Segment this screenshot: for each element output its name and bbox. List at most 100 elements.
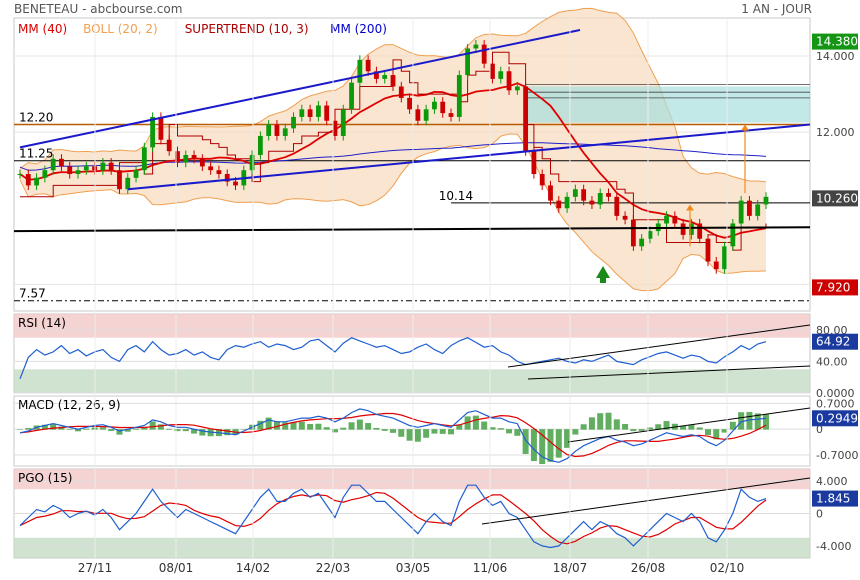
candle-body <box>349 82 354 110</box>
macd-hist-bar <box>655 424 662 430</box>
candle-body <box>216 170 222 175</box>
candle-body <box>398 86 404 98</box>
oversold-zone-1 <box>14 369 810 393</box>
macd-hist-bar <box>729 421 736 430</box>
macd-hist-bar <box>290 421 297 430</box>
macd-hist-bar <box>41 424 48 430</box>
candle-body <box>357 59 363 83</box>
candle-body <box>150 116 156 148</box>
candle-body <box>50 158 56 171</box>
osc-trendline-1-0 <box>507 324 811 368</box>
macd-hist-bar <box>390 429 396 433</box>
candle-body <box>266 124 272 136</box>
macd-hist-bar <box>224 429 231 436</box>
macd-hist-bar <box>547 429 554 462</box>
osc-y-tick-2-2: -0.7000 <box>816 449 858 462</box>
candle-body <box>689 223 694 235</box>
channel-upper-line <box>19 29 581 149</box>
candle-body <box>374 71 379 79</box>
target-arrow-head-1 <box>741 124 749 131</box>
x-tick-label-0: 27/11 <box>78 561 113 575</box>
candle-body <box>158 116 164 140</box>
candle-body <box>622 215 628 220</box>
osc-title-3: PGO (15) <box>18 471 72 485</box>
tag-low: 7.920 <box>816 280 850 294</box>
candle-body <box>307 109 313 117</box>
candle-body <box>490 63 495 79</box>
osc-y-tick-1-1: 40.00 <box>816 355 848 368</box>
price-y-tick-1: 12.000 <box>816 126 855 139</box>
osc-signal-line-3 <box>19 491 767 545</box>
price-legend-1: BOLL (20, 2) <box>83 22 158 36</box>
candle-body <box>713 261 719 270</box>
macd-hist-bar <box>25 428 32 430</box>
osc-signal-line-2 <box>19 412 767 458</box>
candle-body <box>332 120 338 136</box>
x-tick-label-4: 03/05 <box>396 561 431 575</box>
macd-hist-bar <box>282 422 289 430</box>
candle-body <box>498 71 504 79</box>
candle-body <box>556 200 562 209</box>
macd-hist-bar <box>572 429 579 435</box>
x-tick-label-7: 26/08 <box>631 561 666 575</box>
macd-hist-bar <box>191 429 198 434</box>
macd-hist-bar <box>431 429 438 434</box>
candle-body <box>257 135 263 155</box>
macd-hist-bar <box>588 417 595 430</box>
macd-hist-bar <box>166 428 173 430</box>
chart-header: BENETEAU - abcbourse.com 1 AN - JOUR <box>0 0 860 18</box>
candle-body <box>639 238 645 247</box>
macd-hist-bar <box>597 413 604 430</box>
macd-hist-bar <box>174 429 181 432</box>
bollinger-lower <box>19 133 767 292</box>
macd-hist-bar <box>323 427 330 430</box>
candle-body <box>738 200 744 224</box>
level-label-2: 10.14 <box>439 189 473 203</box>
level-label-1: 11.25 <box>19 147 53 161</box>
candle-body <box>191 154 197 159</box>
candle-body <box>108 162 114 171</box>
candle-body <box>199 158 205 167</box>
macd-hist-bar <box>406 429 413 441</box>
macd-hist-bar <box>365 423 372 430</box>
candle-body <box>730 223 736 247</box>
candle-body <box>25 174 31 186</box>
candle-body <box>382 75 388 79</box>
candle-body <box>299 109 305 117</box>
macd-hist-bar <box>157 424 164 430</box>
candle-body <box>274 124 280 136</box>
macd-hist-bar <box>613 419 620 430</box>
macd-hist-bar <box>414 429 421 442</box>
site-title: BENETEAU - abcbourse.com <box>14 2 183 16</box>
x-tick-label-2: 14/02 <box>236 561 271 575</box>
osc-trendline-3-0 <box>481 477 811 525</box>
target-arrow-head-0 <box>686 204 694 211</box>
candle-body <box>473 44 479 49</box>
candle-body <box>465 48 470 76</box>
candle-body <box>175 151 180 163</box>
price-legend-2: SUPERTREND (10, 3) <box>185 22 309 36</box>
buy-signal-arrow <box>596 266 610 283</box>
candle-body <box>415 109 421 121</box>
candle-body <box>680 223 686 235</box>
osc-last-tag-2: 0.2949 <box>816 411 858 425</box>
macd-hist-bar <box>398 429 405 437</box>
macd-hist-bar <box>257 420 264 430</box>
level-label-3: 7.57 <box>19 287 46 301</box>
candle-body <box>647 231 653 239</box>
macd-hist-bar <box>564 429 571 448</box>
candle-body <box>448 113 454 117</box>
macd-hist-bar <box>522 429 529 454</box>
price-y-tick-0: 14.000 <box>816 50 855 63</box>
macd-hist-bar <box>348 422 355 430</box>
candle-body <box>67 166 73 175</box>
macd-hist-bar <box>514 429 521 436</box>
x-tick-label-1: 08/01 <box>159 561 194 575</box>
candle-body <box>722 246 727 270</box>
macd-hist-bar <box>373 427 380 430</box>
macd-hist-bar <box>448 429 455 435</box>
candle-body <box>133 170 139 178</box>
candle-body <box>324 105 330 121</box>
oversold-zone-3 <box>14 537 810 558</box>
